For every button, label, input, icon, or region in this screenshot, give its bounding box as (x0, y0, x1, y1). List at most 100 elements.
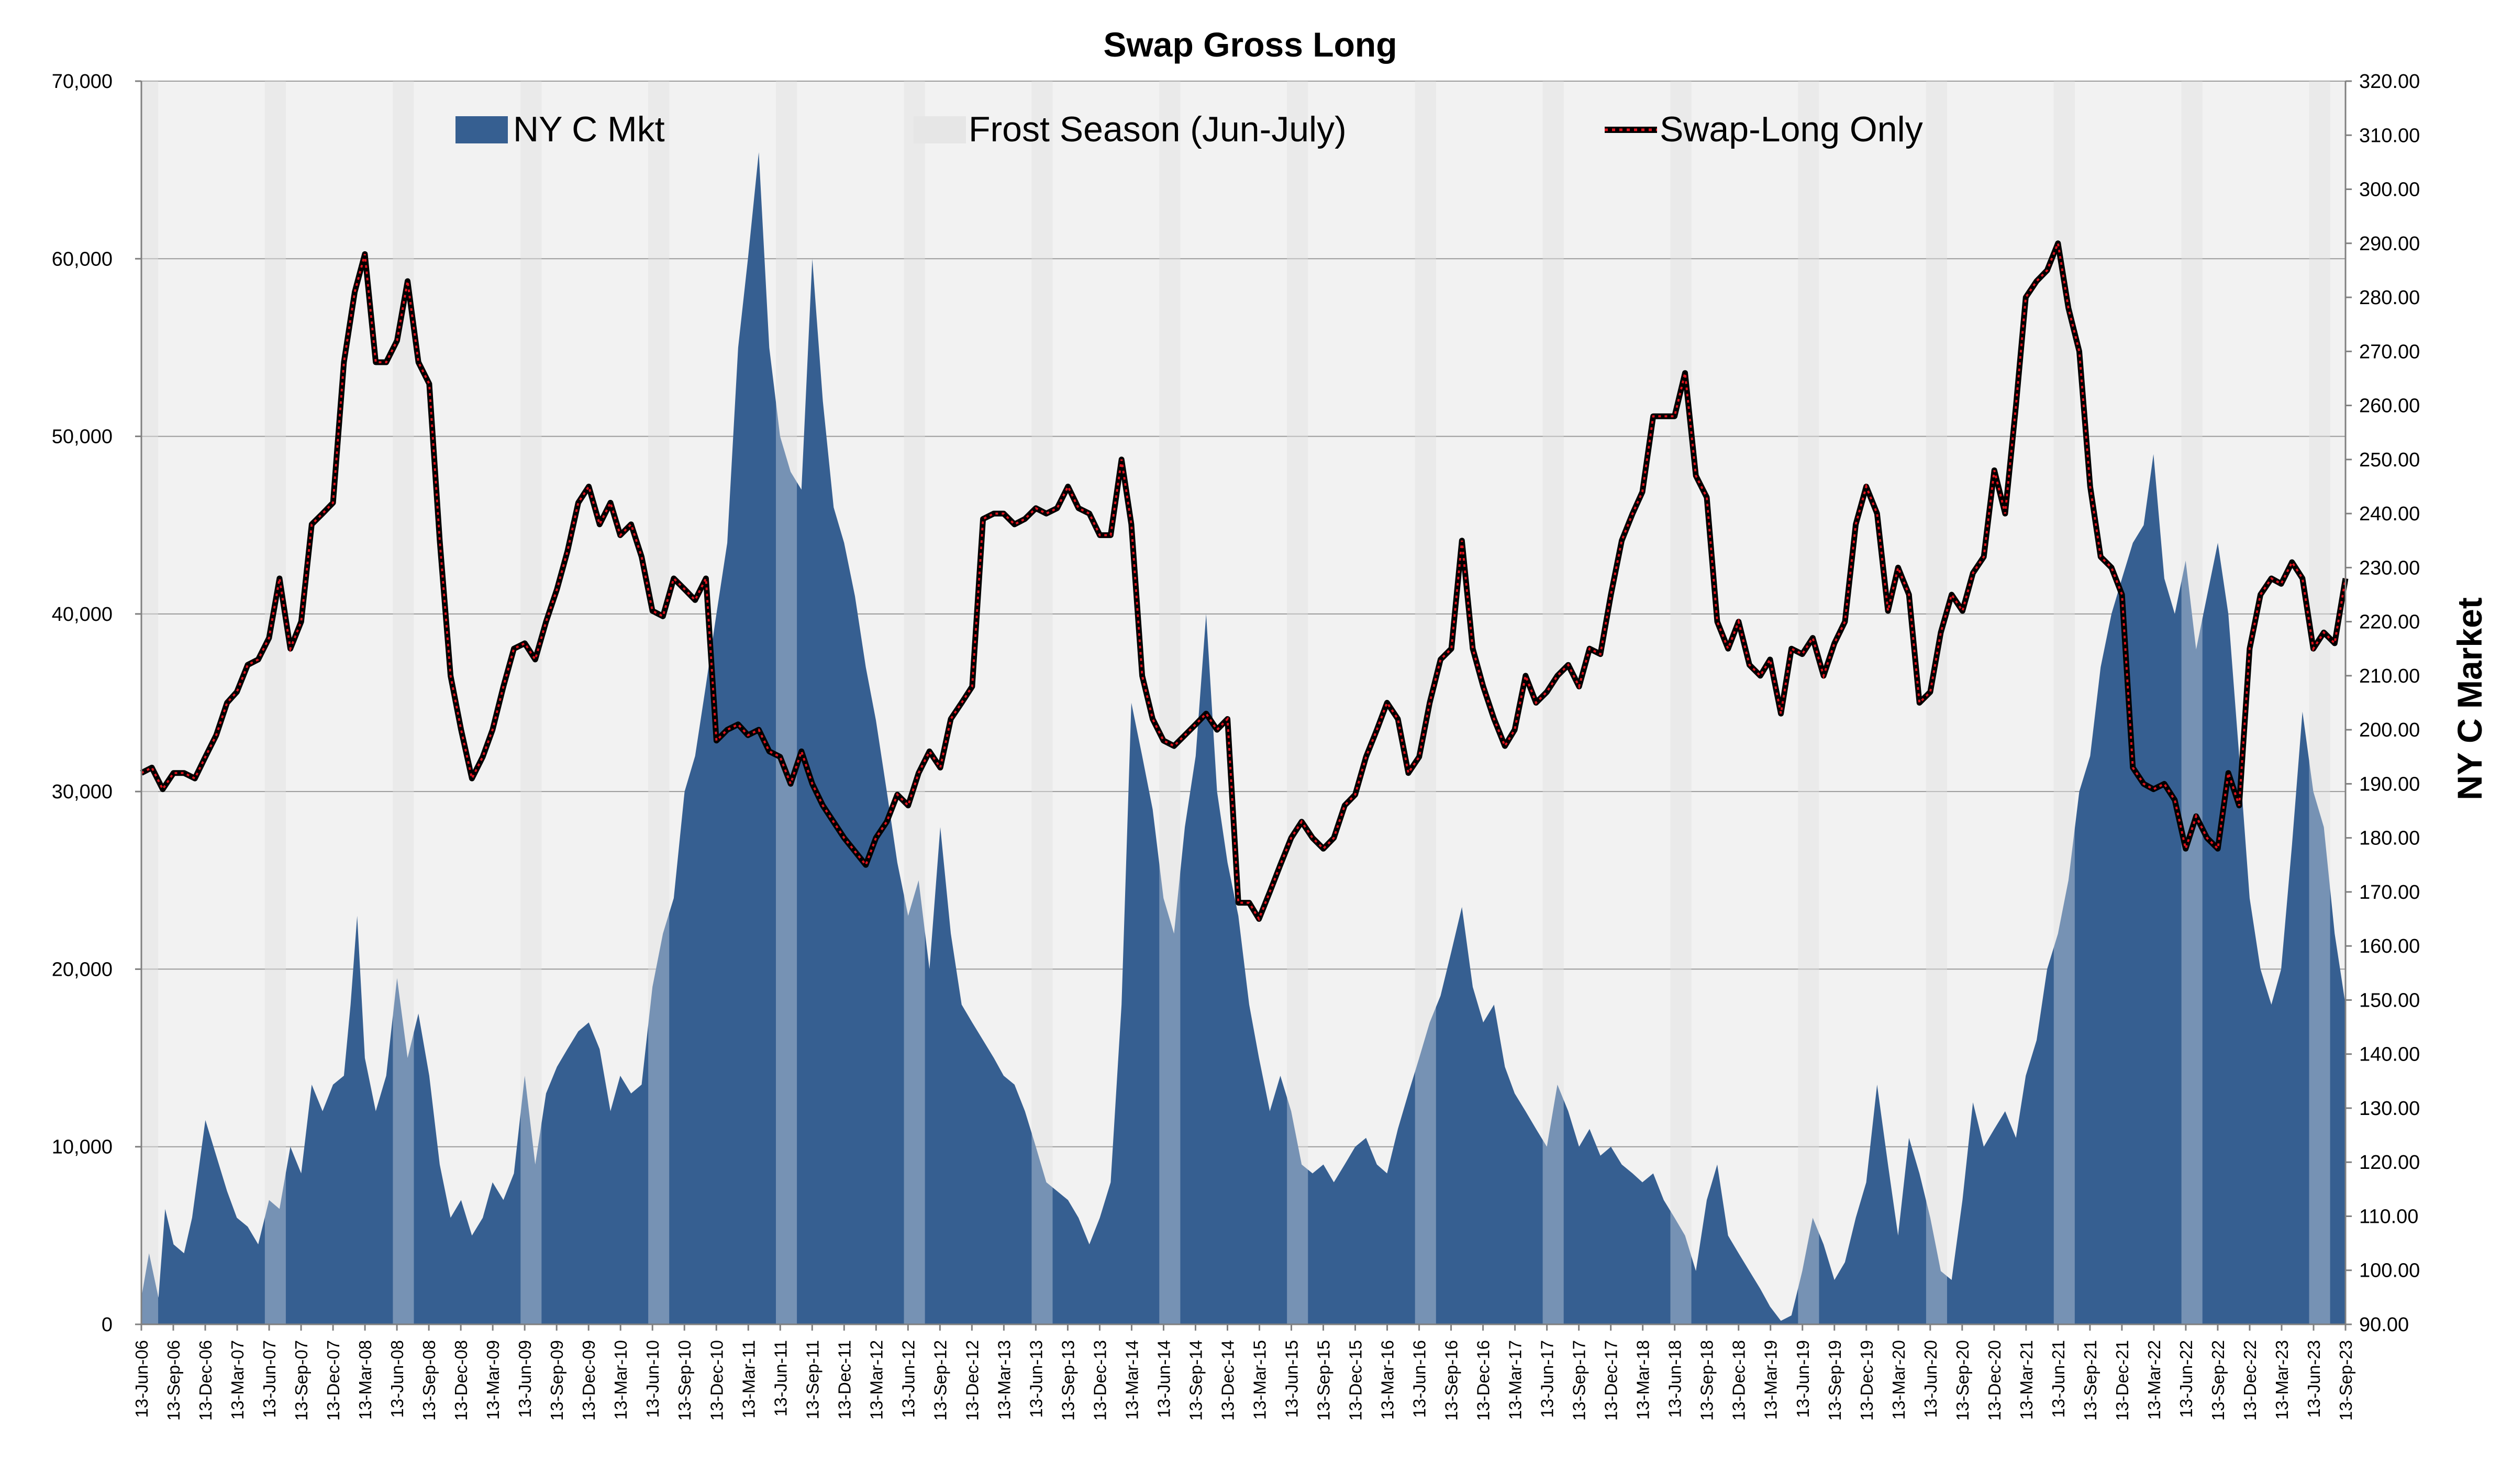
x-tick-label: 13-Jun-22 (2176, 1340, 2196, 1418)
right-tick-label: 230.00 (2359, 557, 2420, 579)
x-tick-label: 13-Jun-20 (1921, 1340, 1940, 1418)
x-tick-label: 13-Dec-06 (196, 1340, 215, 1421)
x-tick-label: 13-Mar-07 (228, 1340, 247, 1420)
frost-overlay-2006 (141, 81, 159, 1324)
x-tick-label: 13-Sep-18 (1697, 1340, 1717, 1421)
x-tick-label: 13-Sep-21 (2081, 1340, 2100, 1421)
left-tick-label: 50,000 (52, 426, 113, 448)
x-tick-label: 13-Mar-12 (866, 1340, 886, 1420)
legend-label-frost-season: Frost Season (Jun-July) (969, 109, 1347, 149)
legend-label-swap-long-only: Swap-Long Only (1660, 109, 1923, 149)
x-tick-label: 13-Jun-19 (1793, 1340, 1813, 1418)
right-tick-label: 320.00 (2359, 71, 2420, 93)
frost-overlay-2012 (904, 81, 925, 1324)
chart-title: Swap Gross Long (1103, 25, 1397, 64)
x-tick-label: 13-Sep-23 (2336, 1340, 2355, 1421)
frost-overlay-2010 (648, 81, 670, 1324)
x-tick-label: 13-Dec-08 (451, 1340, 471, 1421)
ny-c-mkt-area-layer (141, 81, 2346, 1325)
frost-overlay-2011 (776, 81, 797, 1324)
x-tick-label: 13-Mar-22 (2144, 1340, 2164, 1420)
legend-swatch-frost-season (914, 116, 966, 143)
right-tick-label: 200.00 (2359, 719, 2420, 741)
frost-band-2018 (1670, 81, 1692, 1324)
x-tick-label: 13-Jun-21 (2049, 1340, 2068, 1418)
right-tick-label: 280.00 (2359, 287, 2420, 309)
x-tick-label: 13-Mar-19 (1761, 1340, 1781, 1420)
x-axis-ticks: 13-Jun-06 13-Sep-06 13-Dec-06 13-Mar-07 13-J… (132, 1324, 2355, 1421)
x-tick-label: 13-Jun-07 (260, 1340, 279, 1418)
x-tick-label: 13-Dec-16 (1474, 1340, 1493, 1421)
x-tick-label: 13-Jun-18 (1665, 1340, 1685, 1418)
left-tick-label: 70,000 (52, 71, 113, 93)
x-tick-label: 13-Jun-23 (2304, 1340, 2324, 1418)
frost-overlay-2007 (264, 81, 286, 1324)
frost-band-2006 (141, 81, 159, 1324)
x-tick-label: 13-Dec-19 (1857, 1340, 1876, 1421)
frost-overlay-2014 (1159, 81, 1181, 1324)
right-tick-label: 120.00 (2359, 1152, 2420, 1174)
right-tick-label: 170.00 (2359, 882, 2420, 903)
x-tick-label: 13-Dec-22 (2240, 1340, 2260, 1421)
frost-overlay-2018 (1670, 81, 1692, 1324)
x-tick-label: 13-Mar-20 (1889, 1340, 1908, 1420)
x-tick-label: 13-Sep-06 (164, 1340, 183, 1421)
x-tick-label: 13-Mar-23 (2272, 1340, 2292, 1420)
x-tick-label: 13-Dec-10 (707, 1340, 726, 1421)
x-tick-label: 13-Jun-13 (1026, 1340, 1046, 1418)
x-tick-label: 13-Jun-09 (515, 1340, 535, 1418)
frost-overlay-2008 (393, 81, 414, 1324)
left-tick-label: 30,000 (52, 781, 113, 803)
frost-band-2013 (1031, 81, 1053, 1324)
axes (140, 81, 2347, 1325)
frost-overlay-2020 (1926, 81, 1947, 1324)
frost-overlay-2022 (2181, 81, 2203, 1324)
x-tick-label: 13-Dec-15 (1346, 1340, 1365, 1421)
x-tick-label: 13-Dec-07 (324, 1340, 343, 1421)
x-tick-label: 13-Mar-17 (1506, 1340, 1525, 1420)
x-tick-label: 13-Jun-06 (132, 1340, 151, 1418)
x-tick-label: 13-Sep-14 (1186, 1340, 1205, 1421)
right-tick-label: 90.00 (2359, 1314, 2409, 1336)
right-tick-label: 210.00 (2359, 665, 2420, 687)
right-axis-ticks: 90.00 100.00 110.00 120.00 130.00 140.00 150.0… (2346, 71, 2420, 1336)
frost-band-2019 (1798, 81, 1819, 1324)
x-tick-label: 13-Mar-14 (1122, 1340, 1141, 1420)
x-tick-label: 13-Dec-09 (579, 1340, 598, 1421)
x-tick-label: 13-Dec-20 (1985, 1340, 2004, 1421)
right-tick-label: 220.00 (2359, 611, 2420, 633)
x-tick-label: 13-Sep-10 (675, 1340, 694, 1421)
frost-overlay-2023 (2309, 81, 2330, 1324)
ny-c-mkt-area (141, 152, 2346, 1325)
frost-overlay-2019 (1798, 81, 1819, 1324)
right-tick-label: 310.00 (2359, 125, 2420, 147)
right-tick-label: 110.00 (2359, 1206, 2418, 1228)
x-tick-label: 13-Sep-13 (1058, 1340, 1077, 1421)
frost-overlay-2009 (520, 81, 542, 1324)
x-tick-label: 13-Sep-19 (1825, 1340, 1844, 1421)
left-tick-label: 0 (102, 1314, 113, 1336)
x-tick-label: 13-Dec-14 (1218, 1340, 1237, 1421)
frost-overlay-2015 (1287, 81, 1308, 1324)
right-axis-label: NY C Market (2450, 597, 2489, 800)
x-tick-label: 13-Mar-10 (611, 1340, 630, 1420)
x-tick-label: 13-Dec-17 (1602, 1340, 1621, 1421)
x-tick-label: 13-Jun-14 (1154, 1340, 1173, 1418)
legend: NY C Mkt Frost Season (Jun-July) Swap-Lo… (455, 109, 1923, 149)
left-tick-label: 60,000 (52, 248, 113, 270)
x-tick-label: 13-Dec-18 (1729, 1340, 1749, 1421)
right-tick-label: 180.00 (2359, 828, 2420, 850)
frost-overlay-2013 (1031, 81, 1053, 1324)
right-tick-label: 150.00 (2359, 989, 2420, 1011)
x-tick-label: 13-Sep-22 (2208, 1340, 2228, 1421)
x-tick-label: 13-Mar-09 (483, 1340, 503, 1420)
x-tick-label: 13-Dec-12 (962, 1340, 982, 1421)
x-tick-label: 13-Jun-10 (643, 1340, 662, 1418)
x-tick-label: 13-Sep-17 (1570, 1340, 1589, 1421)
right-tick-label: 160.00 (2359, 935, 2420, 957)
legend-label-ny-c-mkt: NY C Mkt (513, 109, 665, 149)
x-tick-label: 13-Mar-11 (739, 1340, 758, 1419)
x-tick-label: 13-Mar-18 (1633, 1340, 1653, 1420)
x-tick-label: 13-Sep-16 (1442, 1340, 1461, 1421)
frost-overlay-2017 (1542, 81, 1564, 1324)
